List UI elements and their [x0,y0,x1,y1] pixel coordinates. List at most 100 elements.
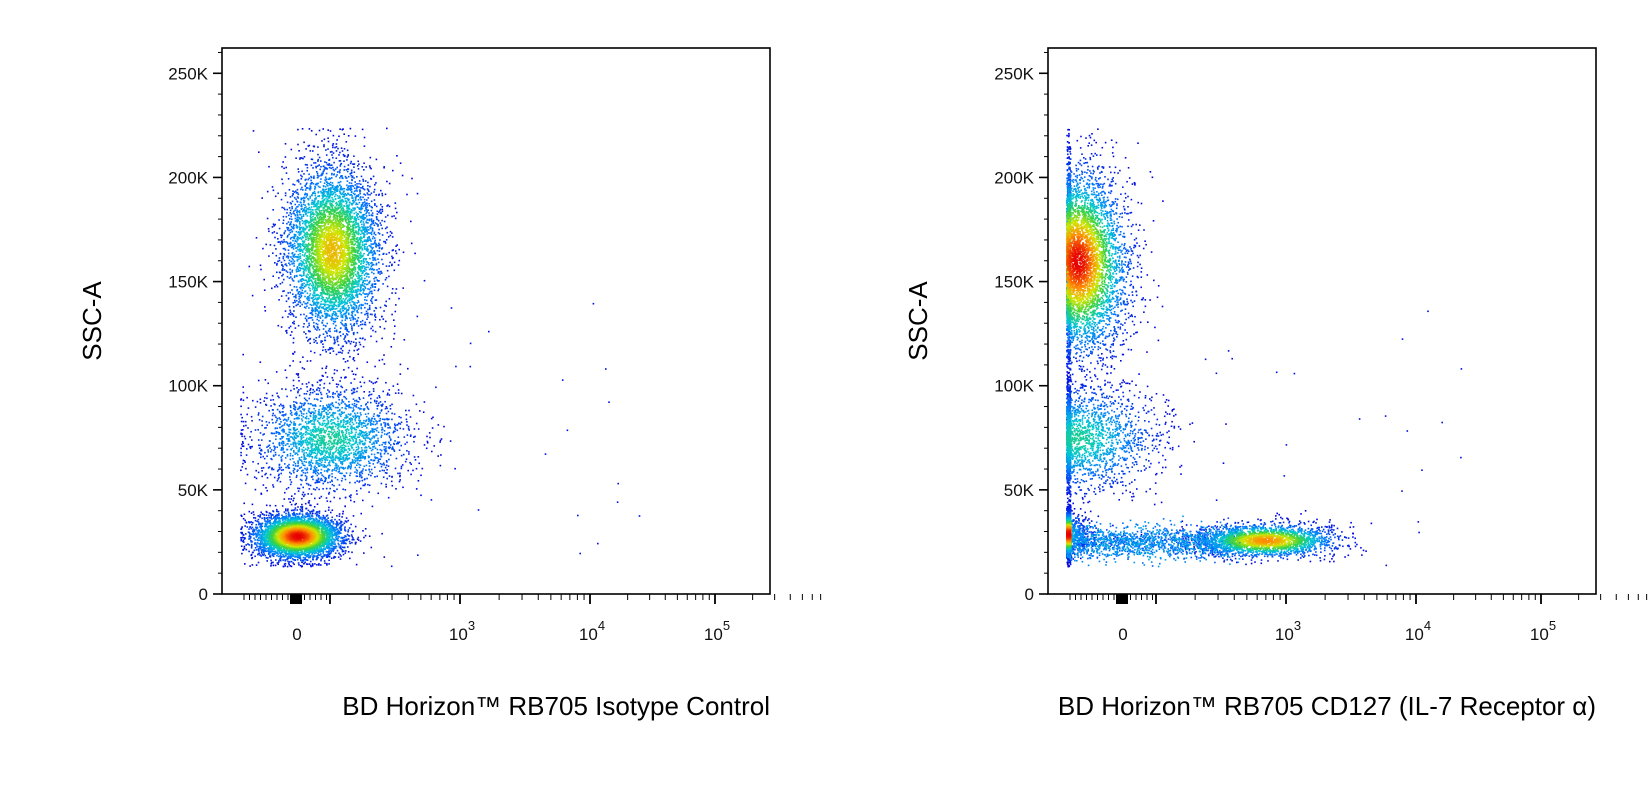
event-dot [303,156,306,158]
event-dot [318,521,320,523]
event-dot [332,396,335,399]
event-dot [356,322,358,325]
event-dot [342,542,344,544]
event-dot [304,467,306,470]
event-dot [335,545,337,547]
event-dot [365,464,368,467]
event-dot [301,367,304,369]
event-dot [252,528,255,531]
event-dot [265,550,268,553]
event-dot [410,473,412,476]
event-dot [304,290,307,292]
event-dot [355,202,358,204]
event-dot [244,482,247,485]
event-dot [243,541,245,543]
event-dot [365,415,368,418]
event-dot [299,564,302,567]
event-dot [278,517,280,520]
event-dot [357,353,359,355]
event-dot [365,228,368,230]
event-dot [363,552,365,554]
event-dot [309,342,311,345]
event-dot [273,516,275,518]
event-dot [318,319,320,322]
event-dot [300,518,302,520]
event-dot [327,413,329,415]
event-dot [303,409,305,412]
event-dot [344,175,347,178]
event-dot [366,219,368,221]
event-dot [268,444,271,447]
event-dot [317,520,320,522]
event-dot [365,248,368,250]
event-dot [313,407,315,410]
event-dot [371,472,373,475]
event-dot [297,291,300,293]
event-dot [289,229,291,232]
event-dot [360,447,363,449]
event-dot [289,420,292,423]
event-dot [417,428,420,430]
event-dot [430,417,433,420]
event-dot [339,351,341,354]
event-dot [355,563,358,566]
event-dot [264,523,267,526]
event-dot [373,237,376,239]
event-dot [362,185,364,188]
event-dot [315,481,318,483]
event-dot [338,535,341,538]
event-dot [304,561,306,564]
event-dot [317,303,319,305]
event-dot [274,414,276,417]
event-dot [411,177,413,180]
event-dot [369,166,371,169]
event-dot [276,554,278,557]
event-dot [288,433,290,436]
event-dot [275,248,277,250]
event-dot [387,204,389,206]
event-dot [297,245,300,247]
event-dot [302,416,305,418]
event-dot [313,338,315,341]
event-dot [363,198,366,201]
event-dot [367,181,369,184]
event-dot [270,565,272,567]
event-dot [282,257,285,260]
event-dot [351,329,353,331]
event-dot [374,319,377,321]
event-dot [592,302,595,305]
event-dot [298,263,300,266]
event-dot [370,268,373,271]
event-dot [374,222,377,224]
event-dot [287,234,289,237]
event-dot [335,157,338,159]
event-dot [332,521,335,523]
event-dot [381,227,383,230]
event-dot [344,520,347,522]
event-dot [332,459,334,461]
event-dot [381,194,384,197]
event-dot [374,183,376,186]
event-dot [332,134,335,137]
event-dot [318,408,320,411]
event-dot [266,560,268,562]
event-dot [400,416,402,419]
event-dot [328,348,330,351]
event-dot [395,304,397,306]
event-dot [329,519,332,522]
event-dot [386,285,389,288]
event-dot [316,184,318,186]
event-dot [382,283,384,285]
event-dot [384,425,387,428]
event-dot [372,286,374,288]
event-dot [367,456,370,459]
event-dot [260,549,263,552]
event-dot [367,408,370,411]
event-dot [394,423,396,425]
event-dot [364,413,367,415]
event-dot [258,531,261,533]
event-dot [290,411,293,414]
event-dot [300,405,303,407]
event-dot [266,489,268,492]
event-dot [330,336,332,338]
